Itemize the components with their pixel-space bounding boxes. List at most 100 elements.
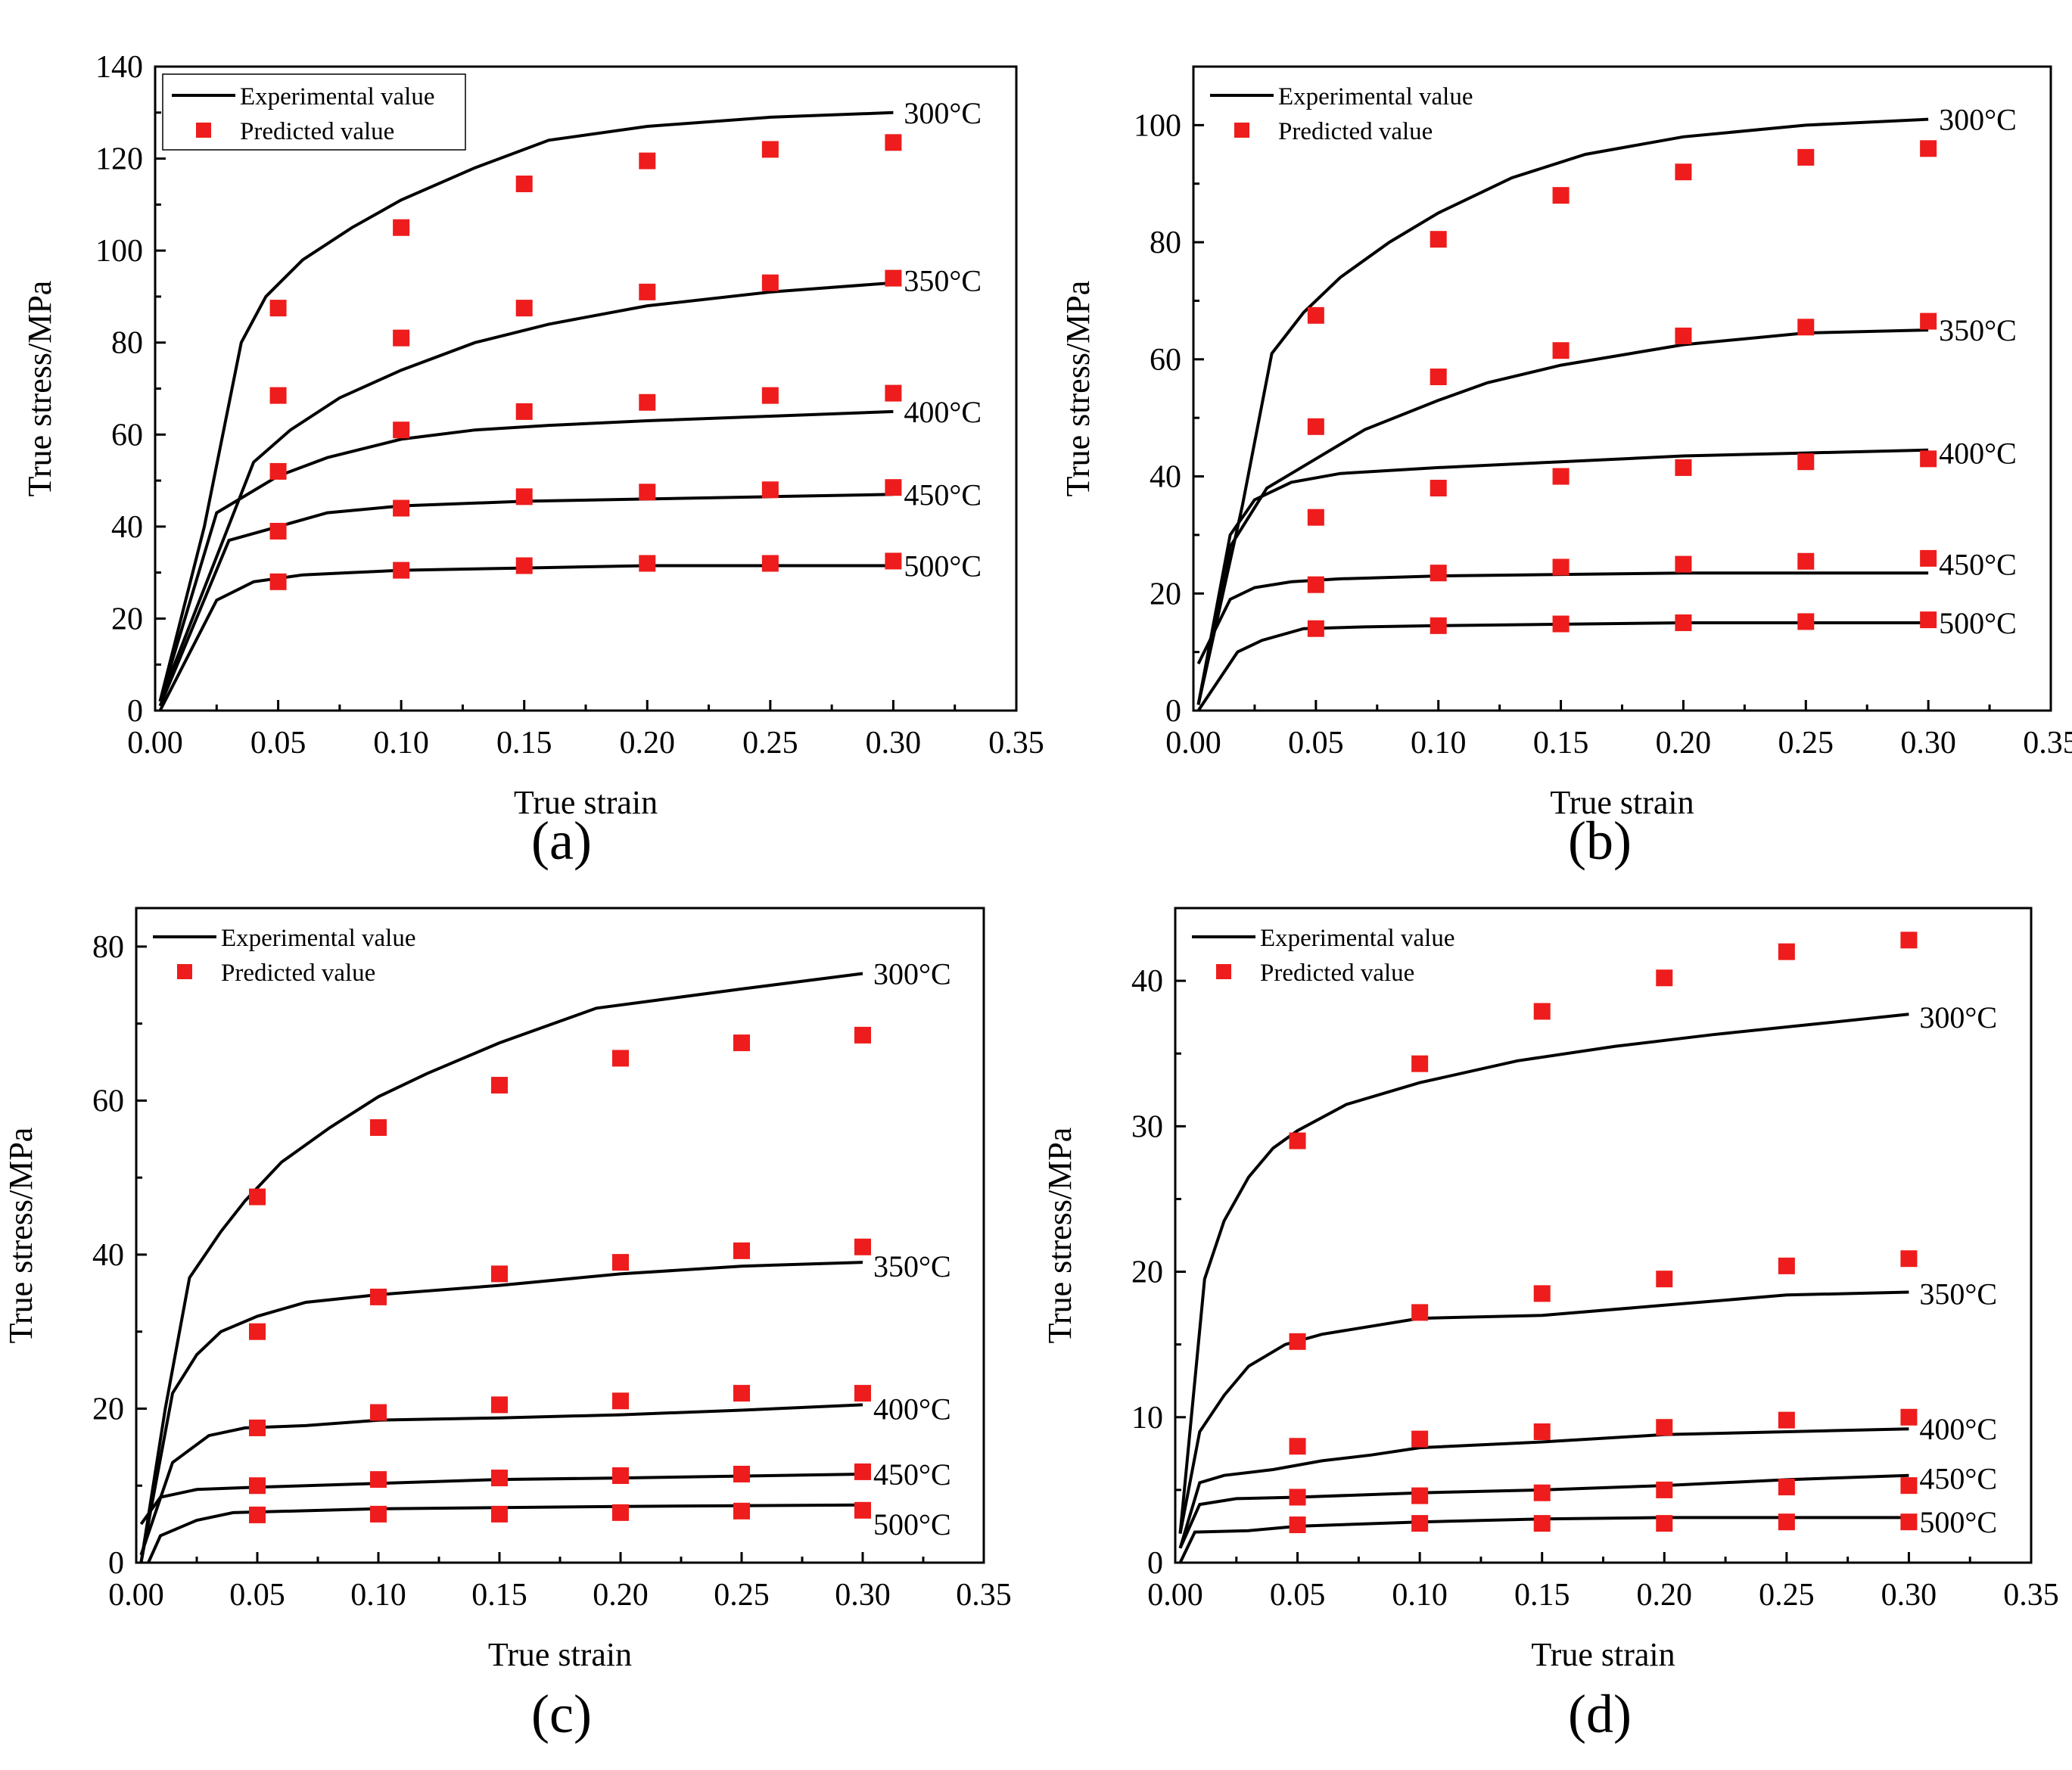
experimental-line-350°C [1196, 328, 1929, 705]
predicted-point [1656, 1481, 1673, 1498]
predicted-point [1920, 450, 1937, 468]
y-tick-label: 0 [127, 694, 143, 729]
x-tick-label: 0.00 [108, 1578, 164, 1613]
predicted-point [393, 561, 410, 579]
x-tick-label: 0.15 [1533, 726, 1589, 761]
x-tick-label: 0.30 [835, 1578, 891, 1613]
predicted-point [393, 219, 410, 236]
legend-predicted-label: Predicted value [1260, 960, 1414, 987]
predicted-point [491, 1265, 508, 1283]
x-tick-label: 0.00 [127, 726, 183, 761]
legend-predicted-label: Predicted value [1278, 118, 1433, 145]
temperature-label: 500°C [904, 549, 982, 583]
predicted-point [761, 481, 779, 499]
experimental-line-300°C [1196, 117, 1929, 705]
predicted-point [1920, 611, 1937, 629]
x-tick-label: 0.20 [1637, 1578, 1693, 1613]
predicted-point [1778, 943, 1795, 960]
predicted-point [854, 1385, 871, 1402]
predicted-point [515, 488, 533, 505]
experimental-line-350°C [139, 1261, 863, 1563]
x-tick-label: 0.05 [1270, 1578, 1326, 1613]
y-tick-label: 0 [108, 1546, 124, 1581]
panel-label: (b) [1568, 810, 1632, 871]
predicted-point [249, 1506, 266, 1523]
predicted-point [491, 1470, 508, 1487]
experimental-line-400°C [139, 1403, 863, 1556]
y-tick-label: 20 [1150, 577, 1181, 611]
x-axis-title: True strain [1531, 1636, 1675, 1673]
predicted-point [249, 1323, 266, 1340]
predicted-point [885, 479, 902, 496]
predicted-point [733, 1385, 750, 1402]
predicted-point [1552, 187, 1570, 204]
predicted-point [1533, 1515, 1551, 1532]
x-tick-label: 0.10 [1411, 726, 1467, 761]
predicted-point [639, 283, 656, 300]
panel-label: (d) [1568, 1684, 1632, 1744]
temperature-label: 450°C [1939, 548, 2017, 582]
predicted-point [885, 384, 902, 402]
chart-panel-4: 0.00 0.05 0.10 0.15 0.20 0.25 0.30 0.35 0 10 20 30 4… [1041, 907, 2059, 1744]
legend-marker-swatch [177, 964, 192, 979]
predicted-point [1430, 565, 1447, 582]
predicted-point [1307, 620, 1324, 637]
predicted-point [269, 462, 287, 480]
predicted-point [1675, 555, 1692, 573]
predicted-point [370, 1288, 387, 1305]
y-tick-label: 40 [92, 1238, 124, 1273]
predicted-point [639, 555, 656, 572]
predicted-point [761, 141, 779, 158]
predicted-point [1920, 313, 1937, 330]
legend-predicted-label: Predicted value [240, 118, 394, 145]
chart-panel-3: 0.00 0.05 0.10 0.15 0.20 0.25 0.30 0.35 0 20 40 60 8… [2, 907, 1012, 1744]
predicted-point [1430, 231, 1447, 248]
x-tick-label: 0.20 [593, 1578, 649, 1613]
x-tick-label: 0.25 [1778, 726, 1834, 761]
predicted-point [1920, 140, 1937, 157]
predicted-point [1430, 369, 1447, 386]
predicted-point [1778, 1479, 1795, 1496]
predicted-point [491, 1396, 508, 1414]
predicted-point [639, 394, 656, 411]
temperature-label: 350°C [904, 264, 982, 298]
temperature-label: 500°C [1939, 606, 2017, 640]
y-tick-label: 20 [92, 1392, 124, 1426]
predicted-point [1778, 1513, 1795, 1531]
predicted-point [733, 1465, 750, 1482]
y-tick-label: 0 [1147, 1546, 1163, 1581]
y-tick-label: 40 [111, 510, 143, 545]
predicted-point [885, 269, 902, 287]
predicted-point [1411, 1304, 1429, 1321]
legend-experimental-label: Experimental value [221, 925, 415, 952]
panel-label: (a) [531, 810, 592, 871]
predicted-point [370, 1404, 387, 1421]
legend-marker-swatch [1234, 123, 1249, 138]
y-tick-label: 60 [92, 1084, 124, 1118]
predicted-point [1900, 1477, 1918, 1495]
y-tick-label: 40 [1131, 964, 1163, 999]
predicted-point [1797, 148, 1815, 166]
y-tick-label: 100 [95, 234, 143, 269]
experimental-line-350°C [1178, 1290, 1909, 1534]
legend-experimental-label: Experimental value [1278, 83, 1473, 110]
x-tick-label: 0.25 [714, 1578, 770, 1613]
x-tick-label: 0.30 [1881, 1578, 1937, 1613]
y-tick-label: 100 [1134, 108, 1181, 143]
temperature-label: 300°C [1939, 103, 2017, 137]
x-tick-label: 0.05 [1288, 726, 1344, 761]
y-axis-title: True stress/MPa [21, 281, 58, 497]
y-tick-label: 60 [1150, 343, 1181, 378]
predicted-point [1411, 1515, 1429, 1532]
legend-marker-swatch [1216, 964, 1231, 979]
predicted-point [1289, 1333, 1306, 1350]
x-tick-label: 0.00 [1165, 726, 1221, 761]
predicted-point [1656, 969, 1673, 987]
predicted-point [1900, 1250, 1918, 1268]
predicted-point [393, 329, 410, 347]
x-tick-label: 0.00 [1147, 1578, 1203, 1613]
predicted-point [1289, 1488, 1306, 1506]
temperature-label: 450°C [873, 1457, 951, 1492]
temperature-label: 400°C [1919, 1412, 1997, 1446]
predicted-point [1778, 1411, 1795, 1429]
